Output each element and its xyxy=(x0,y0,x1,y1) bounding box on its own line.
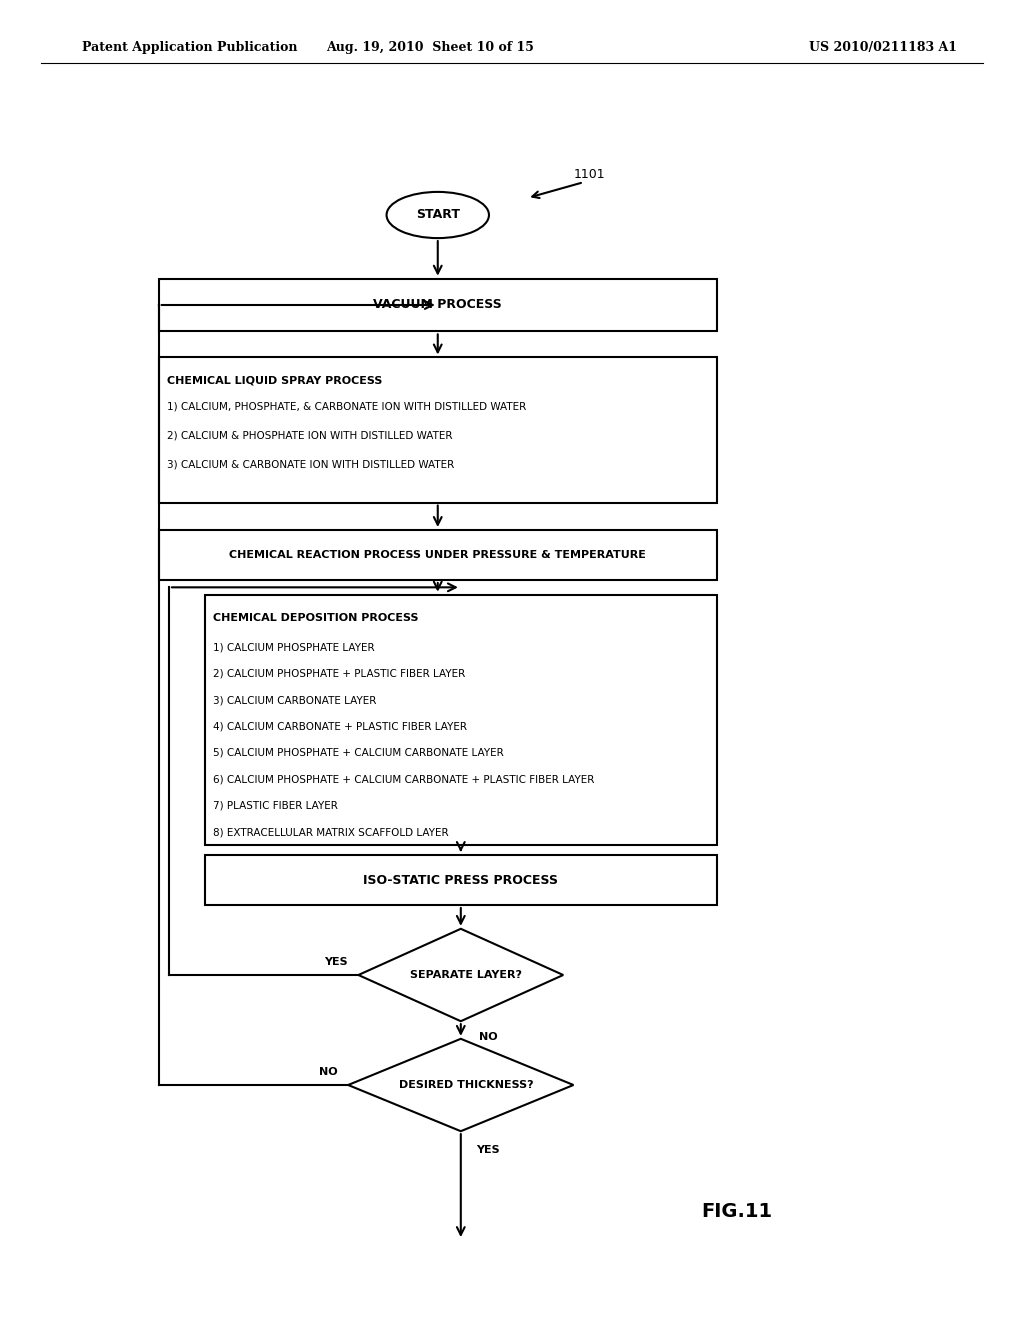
Text: 3) CALCIUM & CARBONATE ION WITH DISTILLED WATER: 3) CALCIUM & CARBONATE ION WITH DISTILLE… xyxy=(167,459,455,470)
Text: 5) CALCIUM PHOSPHATE + CALCIUM CARBONATE LAYER: 5) CALCIUM PHOSPHATE + CALCIUM CARBONATE… xyxy=(213,748,504,758)
Text: VACUUM PROCESS: VACUUM PROCESS xyxy=(374,298,502,312)
Text: 3) CALCIUM CARBONATE LAYER: 3) CALCIUM CARBONATE LAYER xyxy=(213,696,377,705)
Text: 1101: 1101 xyxy=(574,168,605,181)
Polygon shape xyxy=(358,929,563,1022)
Text: 2) CALCIUM PHOSPHATE + PLASTIC FIBER LAYER: 2) CALCIUM PHOSPHATE + PLASTIC FIBER LAY… xyxy=(213,669,465,678)
Text: 6) CALCIUM PHOSPHATE + CALCIUM CARBONATE + PLASTIC FIBER LAYER: 6) CALCIUM PHOSPHATE + CALCIUM CARBONATE… xyxy=(213,775,594,784)
Text: NO: NO xyxy=(479,1032,498,1041)
Text: SEPARATE LAYER?: SEPARATE LAYER? xyxy=(410,970,522,979)
Text: DESIRED THICKNESS?: DESIRED THICKNESS? xyxy=(398,1080,534,1090)
Ellipse shape xyxy=(387,191,489,238)
Text: START: START xyxy=(416,209,460,222)
Text: Aug. 19, 2010  Sheet 10 of 15: Aug. 19, 2010 Sheet 10 of 15 xyxy=(326,41,535,54)
Text: 8) EXTRACELLULAR MATRIX SCAFFOLD LAYER: 8) EXTRACELLULAR MATRIX SCAFFOLD LAYER xyxy=(213,828,449,837)
Bar xyxy=(159,358,717,503)
Text: FIG.11: FIG.11 xyxy=(701,1203,773,1221)
Bar xyxy=(205,855,717,906)
Text: 7) PLASTIC FIBER LAYER: 7) PLASTIC FIBER LAYER xyxy=(213,801,338,810)
Polygon shape xyxy=(348,1039,573,1131)
Text: Patent Application Publication: Patent Application Publication xyxy=(82,41,297,54)
Text: US 2010/0211183 A1: US 2010/0211183 A1 xyxy=(809,41,957,54)
Text: 1) CALCIUM PHOSPHATE LAYER: 1) CALCIUM PHOSPHATE LAYER xyxy=(213,643,375,652)
Text: YES: YES xyxy=(476,1144,500,1155)
Bar xyxy=(159,529,717,579)
Text: CHEMICAL DEPOSITION PROCESS: CHEMICAL DEPOSITION PROCESS xyxy=(213,612,419,623)
Text: 1) CALCIUM, PHOSPHATE, & CARBONATE ION WITH DISTILLED WATER: 1) CALCIUM, PHOSPHATE, & CARBONATE ION W… xyxy=(167,401,526,412)
Text: NO: NO xyxy=(319,1067,338,1077)
Bar xyxy=(159,279,717,331)
Text: YES: YES xyxy=(325,957,348,966)
Text: 2) CALCIUM & PHOSPHATE ION WITH DISTILLED WATER: 2) CALCIUM & PHOSPHATE ION WITH DISTILLE… xyxy=(167,430,453,441)
Text: CHEMICAL LIQUID SPRAY PROCESS: CHEMICAL LIQUID SPRAY PROCESS xyxy=(167,376,382,385)
Text: 4) CALCIUM CARBONATE + PLASTIC FIBER LAYER: 4) CALCIUM CARBONATE + PLASTIC FIBER LAY… xyxy=(213,722,467,731)
Text: CHEMICAL REACTION PROCESS UNDER PRESSURE & TEMPERATURE: CHEMICAL REACTION PROCESS UNDER PRESSURE… xyxy=(229,550,646,560)
Bar xyxy=(205,594,717,845)
Text: ISO-STATIC PRESS PROCESS: ISO-STATIC PRESS PROCESS xyxy=(364,874,558,887)
